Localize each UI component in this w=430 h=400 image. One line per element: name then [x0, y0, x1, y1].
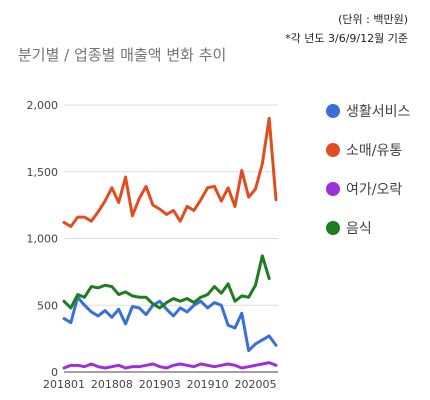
legend-item-food[interactable]: 음식: [326, 219, 410, 237]
series-line: [62, 116, 278, 228]
x-tick-label: 201801: [43, 378, 85, 391]
legend-item-living-services[interactable]: 생활서비스: [326, 102, 410, 120]
x-tick-label: 201903: [139, 378, 181, 391]
y-tick-label: 1,500: [27, 166, 59, 179]
unit-label: (단위 : 백만원): [338, 13, 408, 26]
note-label: *각 년도 3/6/9/12월 기준: [285, 32, 408, 45]
legend-label: 음식: [346, 221, 372, 237]
series-line: [62, 254, 271, 310]
y-tick-label: 500: [37, 299, 58, 312]
legend-label: 여가/오락: [346, 182, 403, 198]
legend-item-retail[interactable]: 소매/유통: [326, 141, 410, 159]
legend-swatch-icon: [326, 143, 340, 157]
x-tick-label: 202005: [234, 378, 276, 391]
legend-swatch-icon: [326, 221, 340, 235]
series-line: [62, 295, 278, 353]
y-tick-label: 1,000: [27, 233, 59, 246]
legend-swatch-icon: [326, 104, 340, 118]
chart-title: 분기별 / 업종별 매출액 변화 추이: [18, 46, 227, 64]
legend: 생활서비스 소매/유통 여가/오락 음식: [326, 102, 410, 258]
x-tick-label: 201910: [187, 378, 229, 391]
legend-label: 생활서비스: [346, 104, 411, 120]
y-tick-label: 0: [51, 366, 58, 379]
y-tick-label: 2,000: [27, 99, 59, 112]
legend-label: 소매/유통: [346, 143, 403, 159]
legend-swatch-icon: [326, 182, 340, 196]
series-line: [62, 361, 278, 370]
x-tick-label: 201808: [91, 378, 133, 391]
legend-item-leisure[interactable]: 여가/오락: [326, 180, 410, 198]
